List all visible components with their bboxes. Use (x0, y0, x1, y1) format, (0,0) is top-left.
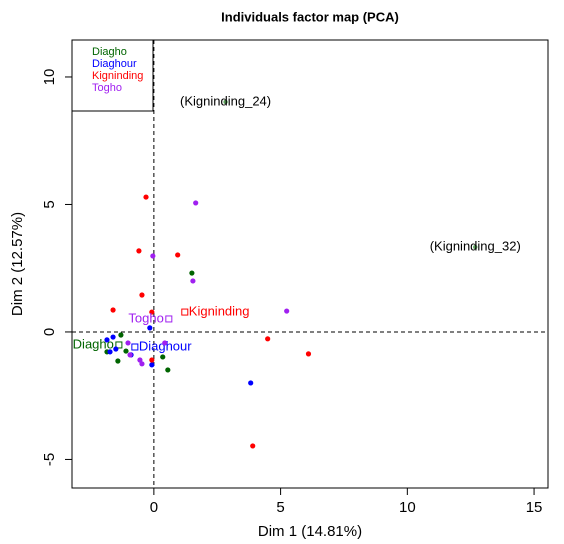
point (113, 346, 119, 352)
x-tick-label: 15 (526, 499, 543, 516)
point (284, 308, 290, 314)
centroid (181, 308, 189, 316)
chart-title: Individuals factor map (PCA) (221, 9, 399, 24)
centroid (131, 343, 139, 351)
point (143, 194, 149, 200)
legend-entry: Diaghour (92, 58, 137, 70)
point (165, 367, 171, 373)
point (125, 340, 131, 346)
x-axis-label: Dim 1 (14.81%) (258, 523, 362, 540)
point (115, 358, 121, 364)
point (305, 351, 312, 357)
point (189, 270, 195, 276)
point-label: (Kigninding_32) (430, 238, 521, 253)
point (139, 361, 145, 367)
point (110, 307, 116, 313)
x-tick-label: 5 (276, 499, 284, 516)
centroid-label: Togho (128, 310, 163, 325)
y-tick-label: 10 (41, 69, 58, 86)
y-tick-label: 5 (41, 200, 58, 208)
point (150, 253, 156, 259)
point (104, 337, 110, 343)
x-tick-label: 0 (150, 499, 158, 516)
point (248, 380, 254, 386)
point (118, 332, 124, 338)
centroid (115, 341, 123, 349)
point (149, 357, 155, 363)
legend-entry: Kigninding (92, 70, 143, 82)
y-tick-label: 0 (41, 328, 58, 336)
point (160, 354, 166, 360)
y-tick-label: -5 (41, 453, 58, 466)
centroid-label: Diaghour (139, 338, 192, 353)
point (250, 443, 256, 449)
plot-frame (71, 39, 549, 489)
centroid-label: Diagho (73, 336, 114, 351)
point (162, 340, 168, 346)
legend-box (71, 39, 154, 112)
point (473, 244, 478, 250)
y-axis-label: Dim 2 (12.57%) (9, 212, 26, 316)
point (147, 325, 153, 331)
point (149, 362, 155, 368)
point (139, 292, 145, 298)
point (123, 348, 129, 354)
centroid-label: Kigninding (189, 304, 250, 319)
point (223, 99, 228, 105)
point (127, 352, 133, 358)
point (175, 252, 181, 258)
point (107, 349, 113, 355)
point (193, 200, 199, 206)
point (190, 278, 196, 284)
legend-entry: Togho (92, 82, 122, 94)
point (110, 334, 116, 340)
point-label: (Kigninding_24) (180, 93, 271, 108)
point (136, 248, 142, 254)
x-tick-label: 10 (399, 499, 416, 516)
legend-entry: Diagho (92, 46, 127, 58)
centroid (165, 315, 173, 323)
point (137, 357, 143, 363)
point (265, 336, 271, 342)
point (149, 309, 155, 315)
